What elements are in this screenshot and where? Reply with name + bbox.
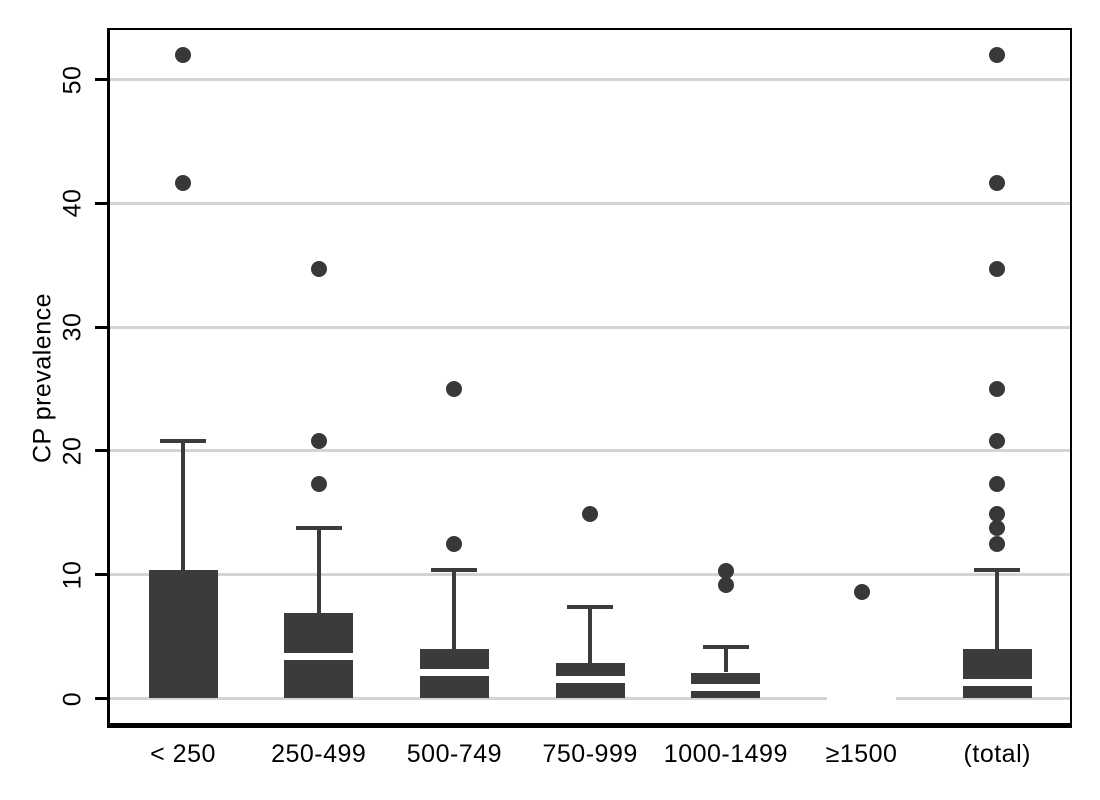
whisker-cap: [160, 438, 206, 443]
gridline-y-0: [110, 697, 1070, 700]
whisker-cap: [702, 644, 749, 649]
y-axis-title: CP prevalence: [28, 292, 57, 464]
median-line-5: [827, 695, 897, 702]
y-tick-10: [95, 573, 107, 577]
y-tick-40: [95, 201, 107, 205]
y-tick-label-0: 0: [58, 691, 87, 706]
y-tick-label-50: 50: [58, 65, 87, 94]
y-tick-label-40: 40: [58, 188, 87, 218]
gridline-y-50: [110, 78, 1070, 81]
outlier-dot: [989, 519, 1006, 536]
axis-frame-bottom: [107, 723, 1072, 728]
whisker-stem: [588, 606, 593, 663]
outlier-dot: [989, 535, 1006, 552]
median-line-3: [555, 676, 625, 684]
y-tick-label-20: 20: [58, 436, 87, 466]
outlier-dot: [175, 46, 191, 63]
axis-frame-left: [107, 28, 110, 728]
median-line-2: [419, 669, 489, 676]
gridline-y-30: [110, 325, 1070, 329]
whisker-stem: [316, 527, 321, 614]
axis-frame-top: [107, 28, 1072, 30]
x-tick-label-1: 250-499: [271, 740, 367, 768]
x-tick-label-4: 1000-1499: [663, 740, 788, 768]
outlier-dot: [989, 506, 1006, 523]
box-0: [148, 569, 218, 699]
whisker-cap: [974, 567, 1021, 572]
outlier-dot: [717, 562, 734, 579]
axis-frame-right: [1070, 28, 1072, 728]
y-tick-20: [95, 449, 107, 453]
whisker-stem: [181, 440, 185, 570]
y-tick-label-10: 10: [58, 560, 87, 590]
y-tick-0: [95, 697, 107, 700]
median-line-6: [962, 678, 1032, 686]
y-tick-30: [95, 325, 107, 329]
outlier-dot: [989, 432, 1006, 449]
whisker-stem: [723, 646, 728, 673]
whisker-stem: [452, 569, 457, 649]
x-tick-label-6: (total): [963, 740, 1031, 768]
x-tick-label-5: ≥1500: [825, 740, 898, 768]
whisker-stem: [995, 569, 1000, 649]
outlier-dot: [989, 381, 1006, 397]
gridline-y-20: [110, 449, 1070, 453]
x-tick-label-0: < 250: [150, 740, 216, 768]
median-line-1: [284, 652, 354, 660]
outlier-dot: [989, 260, 1006, 277]
whisker-cap: [295, 525, 342, 530]
outlier-dot: [310, 260, 327, 277]
x-tick-label-2: 500-749: [406, 740, 503, 768]
outlier-dot: [717, 576, 734, 593]
whisker-cap: [567, 604, 614, 609]
outlier-dot: [446, 381, 463, 397]
box-6: [962, 648, 1032, 699]
outlier-dot: [989, 46, 1006, 63]
median-line-4: [691, 683, 761, 691]
outlier-dot: [989, 175, 1006, 192]
outlier-dot: [853, 584, 870, 601]
outlier-dot: [310, 476, 327, 493]
outlier-dot: [989, 476, 1006, 493]
gridline-y-40: [110, 201, 1070, 205]
x-tick-label-3: 750-999: [542, 740, 638, 768]
y-tick-label-30: 30: [58, 312, 87, 342]
gridline-y-10: [110, 573, 1070, 577]
y-tick-50: [95, 78, 107, 81]
whisker-cap: [431, 567, 478, 572]
outlier-dot: [175, 175, 191, 192]
outlier-dot: [582, 506, 599, 523]
outlier-dot: [446, 535, 463, 552]
outlier-dot: [310, 432, 327, 449]
